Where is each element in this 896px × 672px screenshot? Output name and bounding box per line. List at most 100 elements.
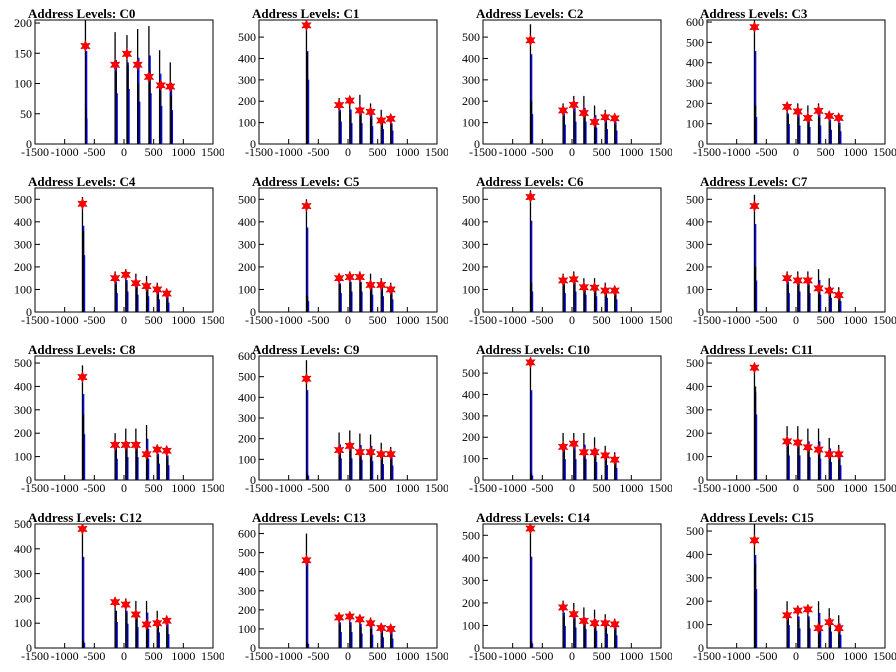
x-tick-label: -500 — [531, 649, 553, 663]
x-tick-label: -500 — [755, 145, 777, 159]
y-tick-label: 100 — [14, 450, 32, 464]
y-tick-label: 200 — [14, 260, 32, 274]
plot-frame — [258, 523, 438, 649]
peak-marker-icon — [802, 603, 814, 616]
x-tick-label: -1000 — [275, 481, 303, 495]
y-tick-label: 300 — [238, 584, 256, 598]
peak-marker-icon — [344, 94, 356, 107]
x-tick-label: 500 — [593, 481, 611, 495]
histogram-panel: 0 100 200 300 400 500 -1500 -1000 -500 0 500 1000 15… — [448, 504, 672, 672]
peak-marker-icon — [354, 104, 366, 117]
y-tick-label: 200 — [238, 603, 256, 617]
x-tick-label: -500 — [83, 145, 105, 159]
y-tick-label: 200 — [238, 94, 256, 108]
panel-title: Address Levels: C4 — [28, 174, 136, 189]
y-tick-label: 500 — [14, 517, 32, 531]
x-tick-label: 0 — [345, 481, 351, 495]
peak-marker-icon — [589, 281, 600, 294]
y-tick-label: 300 — [14, 567, 32, 581]
y-tick-label: 100 — [14, 77, 32, 91]
panel-title: Address Levels: C15 — [700, 510, 814, 525]
x-tick-label: 1000 — [171, 649, 195, 663]
peak-marker-icon — [749, 361, 760, 374]
y-tick-label: 500 — [238, 30, 256, 44]
x-tick-label: 500 — [369, 481, 387, 495]
x-tick-label: 500 — [817, 145, 835, 159]
peak-marker-icon — [365, 278, 376, 292]
peak-marker-icon — [385, 622, 397, 636]
x-tick-label: 0 — [121, 145, 127, 159]
x-tick-label: -1500 — [21, 481, 49, 495]
y-tick-label: 100 — [462, 618, 480, 632]
x-tick-label: -1000 — [499, 649, 527, 663]
y-tick-label: 500 — [238, 370, 256, 384]
y-tick-label: 200 — [686, 96, 704, 110]
y-tick-label: 0 — [250, 305, 256, 319]
x-tick-label: 1500 — [873, 145, 896, 159]
peak-marker-icon — [141, 618, 152, 631]
x-tick-label: -1000 — [51, 313, 79, 327]
peak-marker-icon — [375, 278, 387, 292]
peak-marker-icon — [151, 283, 163, 296]
x-tick-label: -500 — [307, 649, 329, 663]
y-tick-label: 0 — [698, 305, 704, 319]
peak-marker-icon — [333, 98, 345, 112]
y-tick-label: 600 — [238, 527, 256, 541]
x-tick-label: 1000 — [843, 481, 867, 495]
y-tick-label: 100 — [14, 616, 32, 630]
peak-marker-icon — [792, 436, 804, 449]
histogram-plot: 0 100 200 300 400 500 -1500 -1000 -500 0 500 1000 15… — [238, 187, 448, 327]
x-tick-label: -1000 — [499, 313, 527, 327]
peak-marker-icon — [301, 554, 312, 567]
peak-marker-icon — [120, 598, 132, 611]
x-tick-label: 0 — [121, 313, 127, 327]
peak-marker-icon — [599, 617, 611, 630]
y-tick-label: 200 — [462, 596, 480, 610]
peak-marker-icon — [77, 370, 88, 384]
peak-marker-icon — [599, 284, 611, 297]
peak-marker-icon — [578, 614, 590, 628]
histogram-panel: 0 100 200 300 400 500 -1500 -1000 -500 0 500 1000 15… — [672, 336, 896, 504]
y-tick-label: 200 — [462, 260, 480, 274]
y-tick-label: 100 — [238, 116, 256, 130]
x-tick-label: 1000 — [395, 145, 419, 159]
x-tick-label: 1000 — [395, 313, 419, 327]
y-tick-label: 200 — [462, 94, 480, 108]
histogram-panel: 0 100 200 300 400 500 -1500 -1000 -500 0 500 1000 15… — [224, 168, 448, 336]
plot-frame — [34, 523, 214, 649]
peak-marker-icon — [792, 604, 804, 617]
peak-marker-icon — [749, 199, 760, 213]
x-tick-label: -500 — [83, 313, 105, 327]
peak-marker-icon — [599, 449, 611, 462]
panel-title: Address Levels: C11 — [700, 342, 814, 357]
peak-marker-icon — [823, 284, 835, 297]
peak-marker-icon — [77, 522, 88, 536]
x-tick-label: -1500 — [693, 145, 721, 159]
peak-marker-icon — [813, 621, 824, 635]
peak-marker-icon — [802, 111, 814, 125]
plot-frame — [34, 19, 214, 145]
plot-frame — [258, 19, 438, 145]
panel-title: Address Levels: C7 — [700, 174, 808, 189]
peak-marker-icon — [121, 47, 133, 61]
x-tick-label: 1000 — [619, 481, 643, 495]
histogram-plot: 0 100 200 300 400 500 600 -1500 -1000 -500 0 500 100… — [686, 15, 896, 159]
peak-marker-icon — [365, 105, 376, 119]
peak-marker-icon — [375, 114, 387, 127]
plot-frame — [706, 523, 886, 649]
peak-marker-icon — [375, 448, 387, 461]
x-tick-label: 0 — [345, 313, 351, 327]
histogram-plot: 0 100 200 300 400 500 -1500 -1000 -500 0 500 1000 15… — [14, 517, 224, 663]
plot-frame — [258, 187, 438, 313]
panel-title: Address Levels: C0 — [28, 6, 136, 21]
y-tick-label: 200 — [462, 430, 480, 444]
y-tick-label: 300 — [462, 573, 480, 587]
y-tick-label: 100 — [462, 116, 480, 130]
peak-marker-icon — [609, 453, 621, 466]
x-tick-label: 1500 — [201, 649, 224, 663]
peak-marker-icon — [333, 443, 345, 457]
panel-title: Address Levels: C3 — [700, 6, 808, 21]
plot-frame — [34, 187, 214, 313]
x-tick-label: 0 — [793, 145, 799, 159]
